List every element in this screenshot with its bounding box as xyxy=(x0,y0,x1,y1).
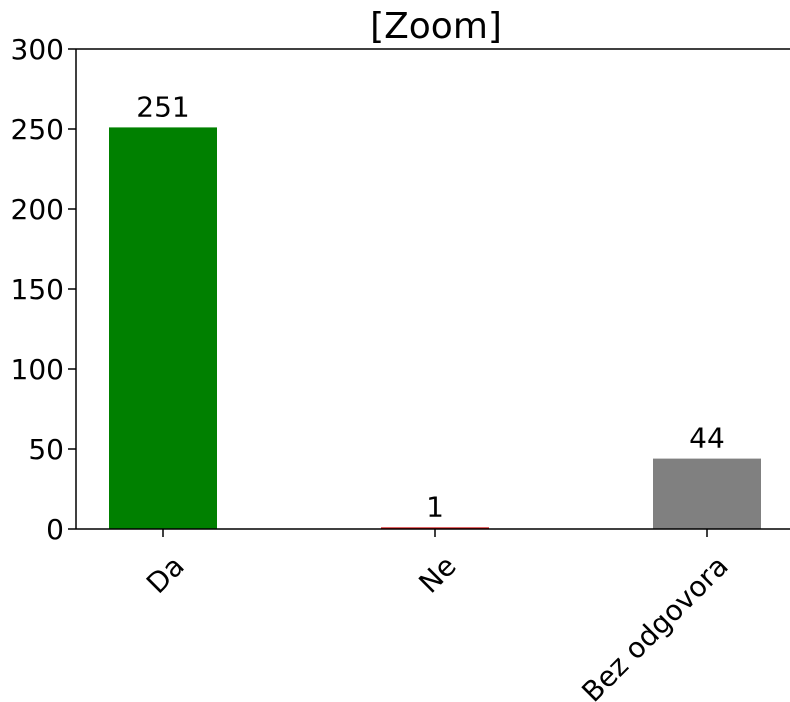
x-tick-label: Da xyxy=(140,549,191,600)
bars-group xyxy=(109,127,761,530)
chart-title: [Zoom] xyxy=(370,6,502,47)
y-tick-label: 100 xyxy=(11,353,64,386)
x-tick-label: Bez odgovora xyxy=(575,549,734,702)
bar-ne xyxy=(381,527,489,529)
y-axis: 0 50 100 150 200 250 300 xyxy=(11,33,76,546)
data-labels-group: 251 1 44 xyxy=(136,90,725,523)
y-tick-label: 150 xyxy=(11,273,64,306)
y-tick-label: 300 xyxy=(11,33,64,66)
x-tick-label: Ne xyxy=(412,549,462,599)
x-axis: Da Ne Bez odgovora xyxy=(140,529,735,702)
axes-frame xyxy=(75,48,790,530)
bar-da xyxy=(109,127,217,530)
data-label: 44 xyxy=(689,422,725,455)
y-tick-label: 200 xyxy=(11,193,64,226)
data-label: 1 xyxy=(426,490,444,523)
y-tick-label: 250 xyxy=(11,113,64,146)
y-tick-label: 0 xyxy=(46,513,64,546)
y-tick-label: 50 xyxy=(28,433,64,466)
bar-bez-odgovora xyxy=(653,458,761,529)
data-label: 251 xyxy=(136,90,189,123)
